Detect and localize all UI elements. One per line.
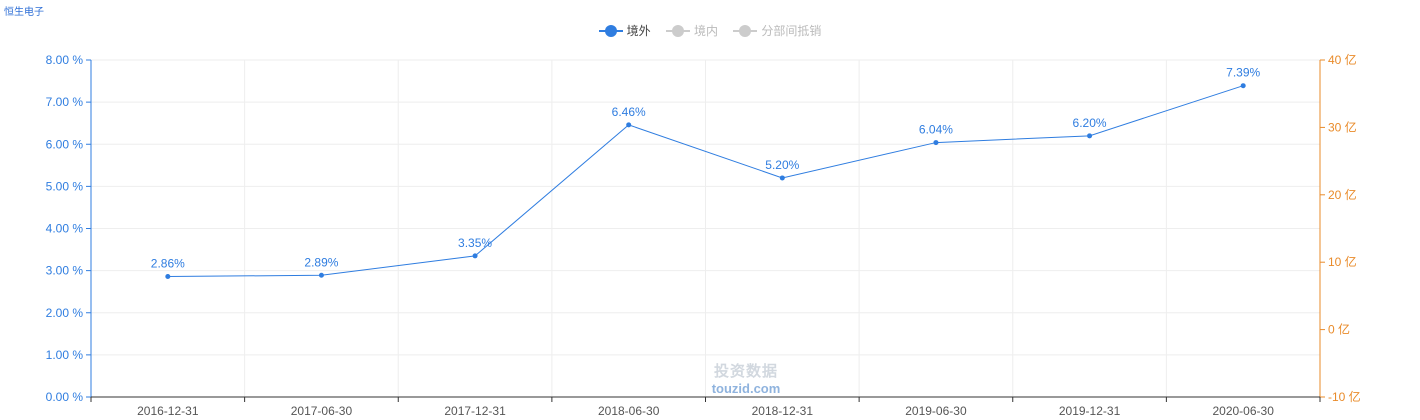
data-label: 3.35% <box>458 236 492 250</box>
data-point <box>472 253 478 259</box>
legend-item-intersegment[interactable]: 分部间抵销 <box>733 22 821 39</box>
y-left-tick-label: 8.00 % <box>46 53 84 67</box>
legend-label: 分部间抵销 <box>761 24 822 38</box>
y-right-tick-label: 20 亿 <box>1328 187 1357 202</box>
legend-label: 境内 <box>693 24 718 38</box>
y-left-tick-label: 6.00 % <box>46 137 84 151</box>
watermark-cn: 投资数据 <box>713 363 778 380</box>
data-label: 6.46% <box>612 105 646 119</box>
y-right-tick-label: 40 亿 <box>1328 52 1357 67</box>
data-point <box>165 274 171 280</box>
data-label: 2.89% <box>304 255 338 269</box>
company-name: 恒生电子 <box>4 7 44 18</box>
x-tick-label: 2017-06-30 <box>291 404 353 418</box>
y-right-tick-label: -10 亿 <box>1328 389 1361 404</box>
x-tick-label: 2018-06-30 <box>598 404 660 418</box>
legend-label: 境外 <box>626 24 651 38</box>
data-label: 2.86% <box>151 257 185 271</box>
y-right-tick-label: 0 亿 <box>1328 322 1350 337</box>
data-label: 6.04% <box>919 123 953 137</box>
x-tick-label: 2017-12-31 <box>444 404 506 418</box>
watermark: 投资数据 touzid.com <box>706 360 786 396</box>
data-point <box>1087 133 1093 139</box>
x-tick-label: 2019-12-31 <box>1059 404 1121 418</box>
y-left-tick-label: 5.00 % <box>46 179 84 193</box>
data-label: 7.39% <box>1226 66 1260 80</box>
y-left-tick-label: 4.00 % <box>46 222 84 236</box>
x-tick-label: 2018-12-31 <box>752 404 814 418</box>
series-line <box>167 85 1244 278</box>
data-point <box>626 122 632 128</box>
legend-swatch-icon <box>665 24 690 37</box>
x-tick-label: 2020-06-30 <box>1212 404 1274 418</box>
y-left-tick-label: 2.00 % <box>46 306 84 320</box>
y-right-tick-label: 30 亿 <box>1328 119 1357 134</box>
data-point <box>779 175 785 181</box>
x-tick-label: 2019-06-30 <box>905 404 967 418</box>
y-right-tick-label: 10 亿 <box>1328 254 1357 269</box>
legend-swatch-icon <box>733 24 758 37</box>
data-point <box>1240 83 1246 89</box>
data-point <box>933 140 939 146</box>
y-left-tick-label: 0.00 % <box>46 390 84 404</box>
watermark-en: touzid.com <box>711 381 781 396</box>
y-left-tick-label: 1.00 % <box>46 348 84 362</box>
data-point <box>318 272 324 278</box>
x-tick-label: 2016-12-31 <box>137 404 199 418</box>
y-left-tick-label: 7.00 % <box>46 95 84 109</box>
legend-item-overseas[interactable]: 境外 <box>598 22 651 39</box>
legend-item-domestic[interactable]: 境内 <box>665 22 718 39</box>
chart-legend: 境外 境内 分部间抵销 <box>0 22 1420 40</box>
data-label: 6.20% <box>1073 116 1107 130</box>
data-label: 5.20% <box>765 158 799 172</box>
y-left-tick-label: 3.00 % <box>46 264 84 278</box>
legend-swatch-icon <box>598 24 623 37</box>
